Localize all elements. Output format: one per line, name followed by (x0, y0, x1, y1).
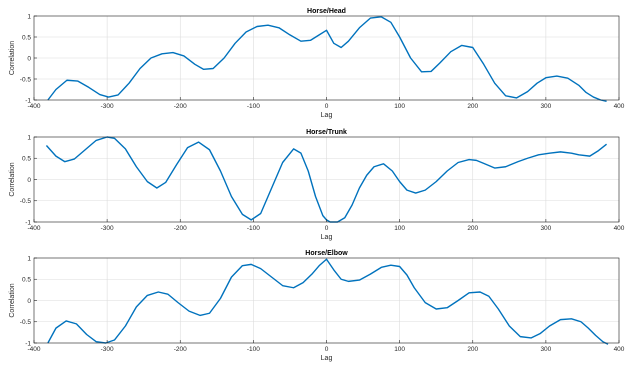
chart-horse-head: -400 -300 -200 -100 0 100 200 300 400 -1 -0.5 0 0.5 1… (9, 8, 625, 119)
x-tick-label: 400 (614, 346, 625, 353)
x-tick-label: -400 (27, 346, 40, 353)
x-tick-label: 0 (325, 225, 329, 232)
y-tick-label: -0.5 (20, 76, 32, 83)
chart-title: Horse/Elbow (305, 250, 348, 257)
x-tick-label: 300 (540, 346, 551, 353)
chart-title: Horse/Trunk (306, 129, 347, 136)
x-tick-label: 100 (394, 103, 405, 110)
horse-elbow-series-line (47, 258, 609, 345)
x-tick-label: 300 (540, 225, 551, 232)
y-tick-label: 0.5 (22, 277, 31, 284)
y-tick-label: -0.5 (20, 319, 32, 326)
x-axis-label: Lag (321, 234, 333, 241)
y-tick-label: 0 (27, 298, 31, 305)
x-tick-label: 400 (614, 103, 625, 110)
y-tick-label: -1 (25, 340, 31, 347)
chart-title: Horse/Head (307, 8, 346, 15)
x-tick-label: 200 (467, 346, 478, 353)
y-tick-label: 0.5 (22, 34, 31, 41)
x-tick-label: -200 (174, 225, 187, 232)
x-tick-label: -300 (101, 225, 114, 232)
chart-horse-trunk: -400 -300 -200 -100 0 100 200 300 400 -1 -0.5 0 0.5 1… (9, 129, 625, 241)
y-tick-label: 1 (27, 13, 31, 20)
y-axis-label: Correlation (9, 283, 16, 317)
x-tick-label: -100 (247, 103, 260, 110)
x-tick-label: 0 (325, 346, 329, 353)
chart-horse-elbow: -400 -300 -200 -100 0 100 200 300 400 -1 -0.5 0 0.5 1… (9, 250, 625, 362)
x-tick-label: -100 (247, 225, 260, 232)
horse-head-series-line (47, 16, 607, 102)
y-tick-label: 0 (27, 177, 31, 184)
y-axis-label: Correlation (9, 162, 16, 196)
x-tick-label: 400 (614, 225, 625, 232)
x-tick-label: -200 (174, 103, 187, 110)
x-tick-label: 0 (325, 103, 329, 110)
x-tick-label: 300 (540, 103, 551, 110)
y-axis-label: Correlation (9, 41, 16, 75)
x-tick-label: 200 (467, 103, 478, 110)
x-tick-label: -100 (247, 346, 260, 353)
x-tick-label: -400 (27, 103, 40, 110)
y-tick-label: -1 (25, 219, 31, 226)
x-tick-label: 100 (394, 346, 405, 353)
y-tick-label: -1 (25, 97, 31, 104)
y-tick-label: 1 (27, 255, 31, 262)
y-tick-label: 0 (27, 55, 31, 62)
x-axis-label: Lag (321, 355, 333, 362)
x-tick-label: -300 (101, 103, 114, 110)
x-tick-label: 200 (467, 225, 478, 232)
x-axis-label: Lag (321, 112, 333, 119)
y-tick-label: 0.5 (22, 156, 31, 163)
y-tick-label: -0.5 (20, 198, 32, 205)
x-tick-label: -300 (101, 346, 114, 353)
x-tick-label: 100 (394, 225, 405, 232)
y-tick-label: 1 (27, 134, 31, 141)
x-tick-label: -200 (174, 346, 187, 353)
x-tick-label: -400 (27, 225, 40, 232)
